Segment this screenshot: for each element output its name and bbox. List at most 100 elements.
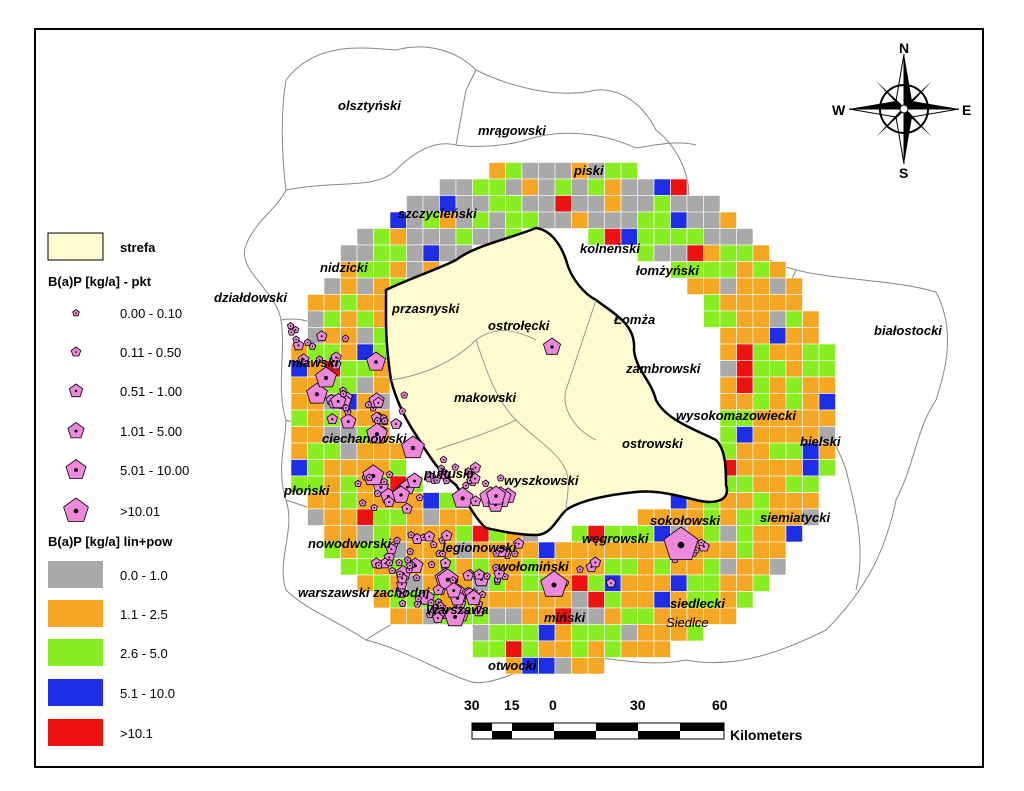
grid-cell [604,624,622,642]
grid-cell [752,574,770,592]
label-bielski: bielski [800,434,841,449]
label-wysokomazowiecki: wysokomazowiecki [676,408,796,423]
grid-cell [554,195,572,213]
grid-cell [521,574,539,592]
grid-cell [505,591,523,609]
point-source [451,463,460,471]
grid-cell [670,244,688,262]
point-source [374,561,383,569]
label-siedlecki: siedlecki [670,596,725,611]
point-source [512,537,525,549]
grid-cell [736,360,754,378]
point-source [469,461,482,473]
grid-cell [703,211,721,229]
legend-points-title: B(a)P [kg/a] - pkt [48,274,152,289]
grid-cell [802,310,820,328]
grid-cell [389,261,407,279]
grid-cell [290,426,308,444]
grid-cell [637,574,655,592]
point-source [469,472,481,484]
grid-cell [769,294,787,312]
label-szczycienski: szczycieński [398,206,477,221]
grid-cell [785,376,803,394]
point-source [286,321,295,330]
grid-cell [769,343,787,361]
grid-cell [719,360,737,378]
label-lomzynski: łomżyński [636,263,699,278]
grid-cell [686,228,704,246]
point-source [438,549,447,557]
label-nidzicki: nidzicki [320,260,368,275]
grid-cell [736,442,754,460]
point-source [303,338,312,346]
grid-cell [653,640,671,658]
point-source [423,530,436,542]
grid-cell [521,591,539,609]
point-source [366,422,388,444]
district-labels: olsztyński mrągowski piski szczycieński … [214,98,942,673]
label-wegrowski: węgrowski [582,531,649,546]
grid-cell [719,310,737,328]
grid-cell [736,343,754,361]
label-ostrowski: ostrowski [622,436,683,451]
grid-cell [802,459,820,477]
grid-cell [802,343,820,361]
grid-cell [290,459,308,477]
grid-cell [703,261,721,279]
grid-cell [719,294,737,312]
grid-cell [604,162,622,180]
point-source [462,569,474,581]
grid-cell [752,492,770,510]
point-source [326,413,338,425]
grid-cell [571,574,589,592]
legend-point-label: 5.01 - 10.00 [120,463,189,478]
grid-cell [505,624,523,642]
grid-cell [818,409,836,427]
point-source [292,335,300,343]
grid-cell [752,426,770,444]
legend-grid-label: 0.0 - 1.0 [120,568,168,583]
grid-cell [670,211,688,229]
legend-grid-swatch [48,561,103,588]
grid-cell [637,211,655,229]
point-source [400,391,409,399]
point-source [413,600,422,608]
label-legionowski: legionowski [442,540,517,555]
grid-cell [752,277,770,295]
grid-cell [340,327,358,345]
point-source [372,396,385,408]
grid-cell [587,195,605,213]
grid-cell [340,360,358,378]
point-source [407,530,415,539]
label-nowodworski: nowodworski [308,536,391,551]
grid-cell [719,228,737,246]
grid-cell [505,178,523,196]
grid-cell [472,178,490,196]
grid-cell [587,624,605,642]
point-source [385,470,394,478]
point-source [451,486,474,508]
grid-cell [505,162,523,180]
label-przasnyski: przasnyski [391,301,460,316]
point-source [486,485,506,505]
grid-cell [538,640,556,658]
grid-cell [686,558,704,576]
grid-cell [505,640,523,658]
grid-cell [736,508,754,526]
grid-cell [587,211,605,229]
grid-cell [653,591,671,609]
legend-point-label: 0.51 - 1.00 [120,384,182,399]
grid-cell [620,211,638,229]
grid-cell [686,624,704,642]
scale-tick-3: 30 [630,697,646,713]
grid-cell [340,310,358,328]
label-warszawski-zachodni: warszawski zachodni [298,585,430,600]
legend-grid-classes: 0.0 - 1.0 1.1 - 2.5 2.6 - 5.0 5.1 - 10.0 >10… [48,561,175,746]
label-piski: piski [573,163,604,178]
grid-cell [818,376,836,394]
point-source [315,355,324,363]
grid-cell [653,211,671,229]
legend-grid-title: B(a)P [kg/a] lin+pow [48,534,173,549]
grid-cell [703,294,721,312]
legend-point-label: >10.01 [120,504,160,519]
